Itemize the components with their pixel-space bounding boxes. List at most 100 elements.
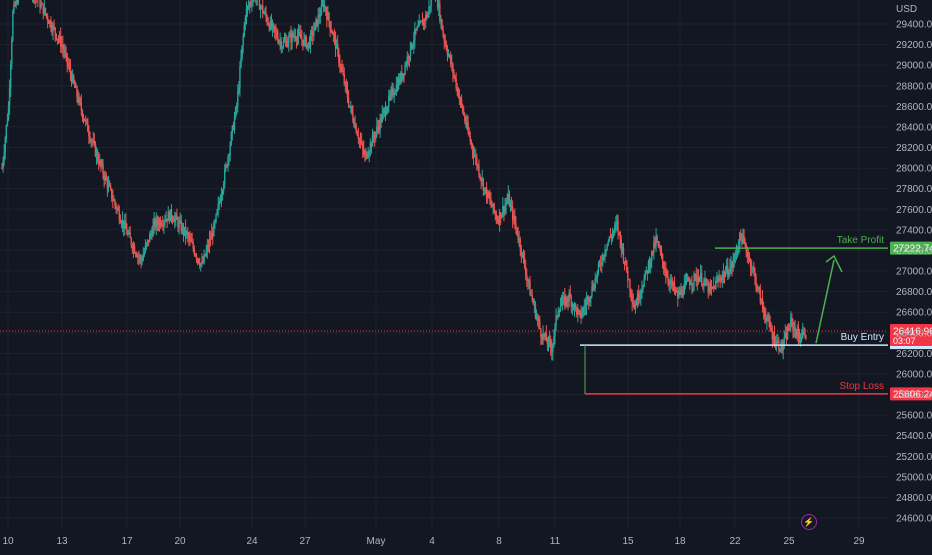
candle-body — [658, 246, 661, 248]
candle-body — [724, 271, 727, 277]
time-axis[interactable]: 10 13 17 20 24 27 May 4 8 11 15 18 22 25 29 — [2, 536, 865, 547]
candle-body — [379, 118, 381, 130]
candle-body — [693, 273, 695, 284]
candle-body — [422, 19, 425, 26]
candle-body — [481, 178, 483, 181]
candle-body — [390, 91, 392, 96]
candle-body — [420, 20, 423, 22]
candle-body — [321, 3, 324, 5]
candle-body — [689, 281, 691, 285]
candle-body — [368, 151, 370, 156]
candle-body — [290, 34, 292, 43]
candle-body — [551, 347, 553, 353]
candle-body — [493, 203, 495, 212]
candle-body — [413, 40, 415, 46]
y-tick-label: 29400.00 — [896, 20, 932, 31]
candle-body — [266, 16, 268, 23]
drawing-overlays: Take Profit Buy Entry Stop Loss 27222.74 264… — [0, 235, 932, 401]
candle-body — [296, 36, 299, 41]
candle-body — [631, 295, 633, 302]
candle-body — [547, 338, 550, 345]
candle-body — [622, 247, 625, 262]
candle-body — [122, 220, 125, 229]
candle-body — [359, 139, 362, 143]
price-axis[interactable]: 24600.00 24800.00 25000.00 25200.00 25400.00… — [896, 20, 932, 525]
candle-body — [94, 143, 97, 157]
candle-body — [722, 272, 725, 276]
candle-body — [380, 118, 382, 123]
candle-body — [560, 303, 563, 307]
candle-body — [326, 12, 328, 20]
candle-body — [604, 252, 606, 257]
candle-body — [556, 315, 558, 317]
candle-body — [455, 78, 457, 89]
candle-body — [149, 234, 151, 243]
candle-body — [708, 284, 711, 293]
candle-body — [628, 279, 630, 281]
candle-body — [8, 88, 11, 106]
y-tick-label: 26000.00 — [896, 369, 932, 380]
candle-body — [331, 31, 333, 35]
candle-body — [747, 257, 750, 259]
candle-body — [128, 232, 130, 234]
candle-body — [715, 281, 717, 290]
candle-body — [598, 263, 601, 265]
lightning-icon[interactable]: ⚡ — [801, 514, 817, 530]
candle-body — [168, 212, 171, 222]
candle-body — [382, 110, 385, 114]
candle-body — [682, 294, 684, 296]
candle-body — [492, 203, 494, 208]
candle-body — [623, 261, 626, 264]
candle-body — [192, 242, 194, 249]
candle-body — [772, 334, 775, 340]
candle-body — [579, 310, 581, 313]
candle-body — [112, 198, 114, 201]
candle-body — [346, 89, 349, 99]
candle-body — [52, 25, 54, 32]
candle-body — [677, 290, 679, 298]
candle-body — [694, 273, 696, 275]
candle-body — [535, 316, 538, 318]
candle-body — [276, 32, 278, 38]
candle-body — [494, 211, 496, 215]
candle-body — [325, 6, 327, 13]
candle-body — [319, 14, 322, 17]
candle-body — [563, 296, 565, 299]
candle-body — [74, 82, 76, 88]
candle-body — [327, 13, 329, 20]
candle-body — [267, 22, 269, 25]
candle-body — [217, 203, 219, 210]
candle-body — [213, 222, 215, 237]
candle-body — [538, 319, 540, 322]
candle-body — [141, 260, 143, 262]
candle-body — [181, 225, 184, 232]
candle-body — [371, 134, 374, 147]
candle-body — [555, 315, 557, 325]
candle-body — [528, 281, 530, 283]
candle-body — [695, 274, 697, 282]
candle-body — [554, 324, 556, 336]
candle-body — [469, 136, 471, 142]
y-tick-label: 29000.00 — [896, 61, 932, 72]
candle-body — [187, 232, 189, 235]
candle-body — [117, 208, 119, 211]
candle-body — [427, 13, 429, 18]
candle-body — [616, 221, 618, 224]
candle-body — [752, 267, 754, 269]
candle-body — [396, 84, 399, 90]
candle-body — [566, 296, 568, 301]
candle-body — [129, 232, 131, 239]
candle-body — [489, 197, 491, 200]
candle-body — [238, 87, 240, 92]
x-tick-label: May — [367, 536, 386, 547]
candle-body — [509, 204, 512, 207]
candle-body — [690, 283, 692, 285]
candle-body — [545, 333, 548, 342]
candle-body — [662, 261, 665, 269]
candle-body — [176, 215, 178, 220]
candle-body — [251, 2, 253, 4]
candle-body — [373, 137, 376, 139]
candle-body — [526, 275, 528, 278]
